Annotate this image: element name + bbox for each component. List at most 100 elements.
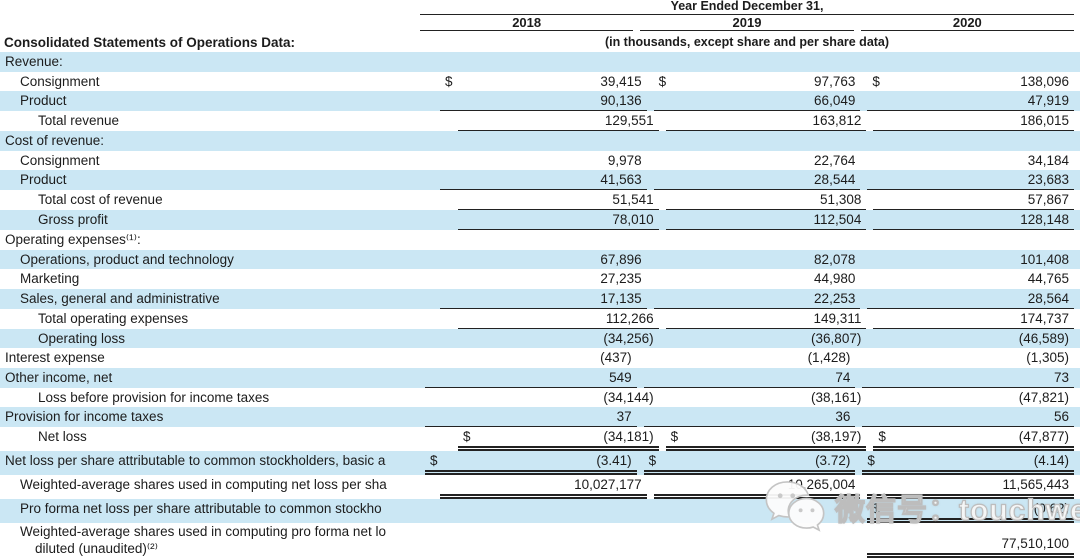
cell-2019: 74 [643,368,856,388]
cell-value: (3.41) [596,453,632,468]
year-column-2018: 2018 [420,15,634,31]
row-label: Marketing [20,271,80,286]
dollar-sign: $ [430,453,438,468]
statement-title: Consolidated Statements of Operations Da… [4,35,296,50]
table-row: Product 90,136 66,049 47,919 [0,91,1080,111]
cell-2018: 10,027,177 [440,475,647,499]
dollar-sign: $ [648,453,657,468]
row-label: Consignment [20,73,100,89]
cell-2018 [425,230,637,250]
row-label: Total cost of revenue [38,192,163,207]
table-row: Net loss per share attributable to commo… [0,451,1080,475]
cell-2018: 17,135 [440,289,647,309]
row-label: Pro forma net loss per share attributabl… [20,501,382,516]
cell-value: 56 [1053,409,1070,424]
cell-value: 44,765 [1027,271,1070,287]
cell-value: 22,253 [814,290,856,306]
row-label: Other income, net [5,369,113,385]
cell-value: 10,265,004 [787,477,856,492]
year-column-2019: 2019 [640,15,854,31]
row-label: Interest expense [5,350,105,365]
cell-2019: (38,161) [666,388,867,408]
cell-2019: 82,078 [654,250,861,270]
dollar-sign: $ [463,429,471,444]
cell-2020: 73 [862,368,1075,388]
table-row: Consignment 9,978 22,764 34,184 [0,151,1080,171]
cell-2020: $ (4.14) [862,451,1075,475]
cell-2019 [654,499,861,523]
cell-2018: 67,896 [440,250,647,270]
cell-2020: 44,765 [867,269,1074,289]
cell-2019 [644,52,856,72]
table-row: Sales, general and administrative 17,135… [0,288,1080,309]
year-columns: 2018 2019 2020 [413,15,1080,31]
table-row: Revenue: [0,52,1080,72]
cell-value: (47,821) [1018,389,1070,405]
cell-value: 149,311 [813,310,862,326]
cell-value: 28,544 [814,172,856,187]
table-row: Total operating expenses 112,266 149,311… [0,309,1080,329]
cell-value: 11,565,443 [1002,477,1070,492]
cell-value: (1,305) [1026,350,1070,366]
cell-value: 138,096 [1020,73,1070,89]
units-note: (in thousands, except share and per shar… [604,35,890,49]
cell-2019: (1,428) [644,348,856,368]
dollar-sign: $ [658,73,667,89]
cell-2019: 112,504 [665,210,867,230]
cell-2018: 51,541 [458,190,659,210]
dollar-sign: $ [670,429,679,444]
cell-value: 17,135 [600,290,642,306]
cell-2020: 56 [862,407,1075,427]
table-row: Product 41,563 28,544 23,683 [0,170,1080,190]
cell-2020: (47,821) [873,388,1074,408]
period-header: Year Ended December 31, [420,0,1074,15]
cell-2018: 549 [425,368,637,388]
cell-2020: 11,565,443 [867,475,1075,499]
cell-value: 57,867 [1027,192,1070,207]
cell-2020 [862,230,1074,250]
cell-2019: 10,265,004 [653,475,861,499]
row-label: Revenue: [5,54,63,69]
cell-2018: 129,551 [458,111,659,131]
cell-2020: 47,919 [867,91,1075,111]
cell-value: 44,980 [814,271,856,287]
year-column-2020: 2020 [860,15,1074,31]
table-row: Total cost of revenue 51,541 51,308 57,8… [0,190,1080,210]
cell-2019: 36 [643,407,856,427]
row-label: Consignment [20,152,100,168]
cell-value: (4.14) [1033,453,1070,468]
cell-value: 174,737 [1020,310,1070,326]
cell-value: (34,256) [603,330,654,346]
cell-value: 10,027,177 [574,477,642,492]
cell-value: 78,010 [612,212,654,227]
cell-2019: 22,764 [654,151,861,171]
cell-2018: (34,256) [458,329,659,349]
cell-2019 [654,523,861,558]
cell-value: 23,683 [1027,172,1070,187]
table-row: Operations, product and technology 67,89… [0,249,1080,270]
table-body: Revenue: Consignment $39,415 $97,763 $13… [0,52,1080,558]
cell-2020 [862,131,1074,151]
cell-2020: (46,589) [873,329,1074,349]
row-label: Operating loss [38,330,126,346]
cell-2020: 101,408 [867,250,1074,270]
cell-value: 34,184 [1027,152,1070,168]
cell-value: 549 [609,369,632,385]
cell-value: 51,308 [820,192,862,207]
table-row: Interest expense (437) (1,428) (1,305) [0,348,1080,368]
cell-value: 163,812 [812,113,862,128]
cell-value: 28,564 [1027,290,1070,306]
table-header: Consolidated Statements of Operations Da… [0,0,1080,52]
dollar-sign: $ [872,73,880,89]
dollar-sign: $ [878,429,886,444]
cell-2018: 9,978 [440,151,647,171]
cell-2018: $ (34,181) [458,427,659,451]
table-row: Other income, net 549 74 73 [0,367,1080,388]
cell-value: 101,408 [1020,251,1070,267]
row-label: Gross profit [38,212,108,227]
cell-value: 41,563 [600,172,642,187]
cell-value: 37 [616,409,632,424]
cell-value: 73 [1053,369,1070,385]
cell-value: (0.62) [1033,501,1070,516]
